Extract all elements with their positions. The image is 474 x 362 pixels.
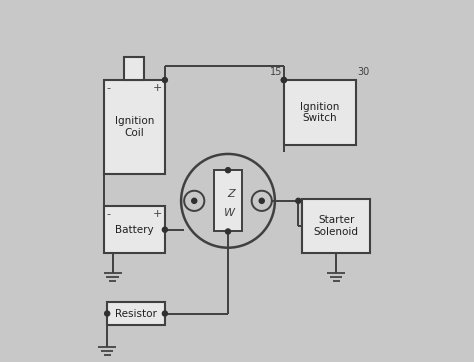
Text: Ignition
Coil: Ignition Coil (115, 116, 154, 138)
Bar (104, 80, 165, 174)
Circle shape (282, 77, 286, 83)
Bar (302, 199, 370, 253)
Text: +: + (153, 83, 162, 93)
Circle shape (282, 77, 286, 83)
Text: Battery: Battery (115, 225, 154, 235)
Text: Z: Z (227, 189, 235, 199)
Text: -: - (107, 83, 110, 93)
Text: Ignition
Switch: Ignition Switch (300, 102, 340, 123)
Circle shape (226, 168, 230, 173)
Bar (214, 170, 242, 231)
Bar (107, 302, 165, 325)
Bar (284, 80, 356, 145)
Text: W: W (224, 209, 235, 218)
Circle shape (226, 229, 230, 234)
Circle shape (105, 311, 109, 316)
Text: 15: 15 (270, 67, 282, 77)
Circle shape (163, 77, 167, 83)
Circle shape (259, 198, 264, 203)
Text: -: - (107, 209, 110, 219)
Text: Starter
Solenoid: Starter Solenoid (314, 215, 359, 237)
Bar (104, 206, 165, 253)
Circle shape (191, 198, 197, 203)
Circle shape (163, 227, 167, 232)
Bar (124, 56, 144, 80)
Text: Resistor: Resistor (115, 308, 157, 319)
Text: 30: 30 (358, 67, 370, 77)
Text: +: + (153, 209, 162, 219)
Circle shape (296, 198, 301, 203)
Circle shape (163, 311, 167, 316)
